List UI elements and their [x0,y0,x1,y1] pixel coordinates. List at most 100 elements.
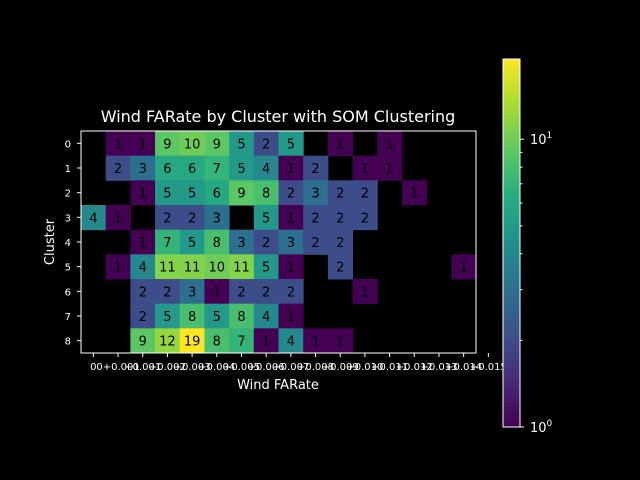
cell-value-label: 2 [336,211,344,226]
cell-value-label: 1 [336,137,344,152]
colorbar [502,58,521,428]
cell-value-label: 4 [139,261,147,276]
x-tick-label: 0 [90,362,96,373]
cell-value-label: 2 [336,261,344,276]
x-tick-label: +0.013 [420,362,457,373]
cell-value-label: 2 [336,236,344,251]
colorbar-ticks: 100 101 [520,131,553,436]
cell-value-label: 2 [287,285,295,300]
cell-value-label: 1 [287,310,295,325]
heatmap-cell [327,131,354,157]
heatmap-cells: 1 1 9 10 9 5 2 5 1 12 3 6 6 7 5 4 1 2 1 11 5 5 6 9 8 2 3 2 2 14 1 2 2 3 5 1… [81,131,477,354]
heatmap-cell [278,205,304,231]
heatmap-cell [155,131,181,157]
heatmap-cell [130,155,156,181]
chart-title: Wind FARate by Cluster with SOM Clusteri… [101,107,456,126]
heatmap-cell [130,180,156,206]
heatmap-cell [303,205,329,231]
cell-value-label: 8 [262,187,270,202]
heatmap-cell [253,205,279,231]
cell-value-label: 2 [188,211,196,226]
y-tick-label: 7 [65,312,71,323]
x-tick-label: +0.014 [445,362,482,373]
y-tick-label: 2 [65,189,71,200]
y-tick-label: 4 [65,238,71,249]
cell-value-label: 1 [361,285,369,300]
x-tick-label: +0.015 [470,362,507,373]
x-tick-label: +0.006 [248,362,285,373]
cell-value-label: 8 [213,335,221,350]
y-axis-ticks: 0 1 2 3 4 5 6 7 8 [65,139,81,348]
cell-value-label: 7 [213,162,221,177]
cell-value-label: 11 [184,261,201,276]
heatmap-cell [253,229,279,255]
x-tick-label: +0.005 [223,362,260,373]
cell-value-label: 5 [237,162,245,177]
heatmap-cell [105,131,131,157]
cell-value-label: 2 [262,285,270,300]
y-tick-label: 3 [65,213,71,224]
x-axis-label: Wind FARate [237,378,319,393]
heatmap-cell [204,279,230,305]
x-tick-label: +0.012 [396,362,433,373]
cell-value-label: 4 [287,335,295,350]
cell-value-label: 4 [262,162,270,177]
cell-value-label: 1 [336,335,344,350]
cell-value-label: 8 [188,310,196,325]
heatmap-cell [179,303,205,329]
heatmap-cell [155,205,181,231]
heatmap-cell [278,279,304,305]
heatmap-cell [179,131,205,157]
cell-value-label: 5 [213,310,221,325]
cell-value-label: 2 [361,211,369,226]
cell-value-label: 1 [385,162,393,177]
heatmap-cell [303,180,329,206]
cell-value-label: 5 [188,187,196,202]
heatmap-cell [352,205,378,231]
heatmap-cell [204,131,230,157]
heatmap-cell [155,254,181,280]
heatmap-cell [130,279,156,305]
cell-value-label: 1 [139,137,147,152]
cell-value-label: 2 [139,285,147,300]
cell-value-label: 2 [139,310,147,325]
cell-value-label: 1 [311,335,319,350]
heatmap-cell [130,328,156,354]
heatmap-cell [327,205,354,231]
cell-value-label: 2 [114,162,122,177]
heatmap-cell [253,155,279,181]
heatmap-cell [352,155,378,181]
colorbar-tick-label: 100 [530,419,553,436]
cell-value-label: 6 [163,162,171,177]
cell-value-label: 3 [213,211,221,226]
cell-value-label: 10 [184,137,201,152]
heatmap-cell [352,279,378,305]
cell-value-label: 7 [237,335,245,350]
cell-value-label: 7 [163,236,171,251]
cell-value-label: 2 [262,236,270,251]
heatmap-cell [278,229,304,255]
heatmap-cell [229,155,255,181]
heatmap-cell [130,303,156,329]
cell-value-label: 1 [287,261,295,276]
cell-value-label: 1 [114,211,122,226]
cell-value-label: 12 [159,335,176,350]
heatmap-cell [377,155,403,181]
cell-value-label: 6 [213,187,221,202]
heatmap-cell [278,180,304,206]
heatmap-cell [278,303,304,329]
cell-value-label: 3 [311,187,319,202]
cell-value-label: 1 [410,187,418,202]
cell-value-label: 9 [213,137,221,152]
cell-value-label: 2 [311,236,319,251]
heatmap-cell [377,131,403,157]
heatmap-cell [155,229,181,255]
colorbar-tick-label: 101 [530,131,552,148]
cell-value-label: 1 [262,335,270,350]
cell-value-label: 9 [237,187,245,202]
heatmap-cell [155,180,181,206]
heatmap-cell [278,328,304,354]
heatmap-cell [179,279,205,305]
heatmap-cell [105,155,131,181]
